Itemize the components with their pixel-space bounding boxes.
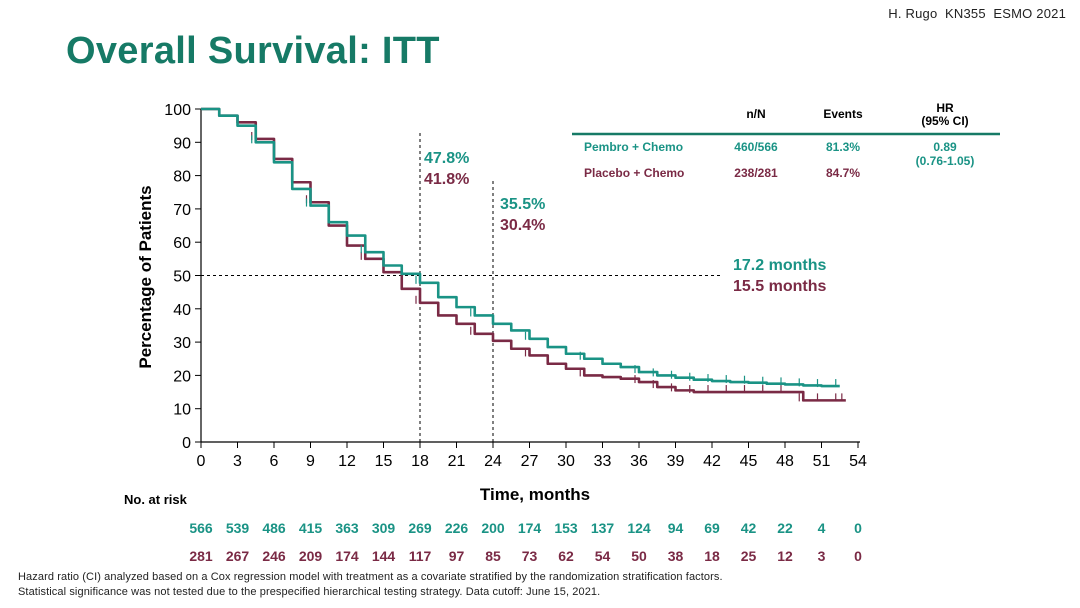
risk-value-placebo: 144 <box>372 548 396 564</box>
risk-value-pembro: 22 <box>777 520 793 536</box>
risk-value-placebo: 62 <box>558 548 574 564</box>
y-tick-label: 50 <box>173 269 191 286</box>
table-row-pembro-name: Pembro + Chemo <box>584 140 684 154</box>
x-axis-label: Time, months <box>479 485 591 504</box>
risk-value-pembro: 539 <box>226 520 250 536</box>
risk-value-pembro: 137 <box>591 520 615 536</box>
x-tick-label: 36 <box>630 453 648 470</box>
footnote-1: Hazard ratio (CI) analyzed based on a Co… <box>18 571 723 583</box>
y-tick-label: 40 <box>173 302 191 319</box>
risk-value-pembro: 269 <box>408 520 432 536</box>
risk-value-placebo: 117 <box>409 548 432 564</box>
annotation-18mo-pembro: 47.8% <box>424 150 470 167</box>
x-tick-label: 33 <box>594 453 612 470</box>
risk-value-pembro: 486 <box>262 520 286 536</box>
risk-value-placebo: 12 <box>777 548 793 564</box>
risk-value-placebo: 267 <box>226 548 250 564</box>
table-row-pembro-events: 81.3% <box>825 140 861 154</box>
risk-value-placebo: 3 <box>818 548 826 564</box>
y-tick-label: 20 <box>173 368 191 385</box>
table-row-placebo-nn: 238/281 <box>734 166 778 180</box>
x-tick-label: 24 <box>484 453 502 470</box>
risk-value-placebo: 85 <box>485 548 501 564</box>
y-tick-label: 70 <box>173 202 191 219</box>
risk-value-placebo: 0 <box>854 548 862 564</box>
risk-value-placebo: 73 <box>522 548 538 564</box>
risk-value-placebo: 25 <box>741 548 757 564</box>
y-tick-label: 80 <box>173 169 191 186</box>
risk-value-pembro: 153 <box>554 520 578 536</box>
table-row-placebo-name: Placebo + Chemo <box>584 166 685 180</box>
risk-value-pembro: 42 <box>741 520 757 536</box>
y-tick-label: 90 <box>173 135 191 152</box>
risk-value-pembro: 124 <box>627 520 651 536</box>
x-tick-label: 54 <box>849 453 867 470</box>
annotation-median-pembro: 17.2 months <box>733 257 827 274</box>
annotation-24mo-pembro: 35.5% <box>500 196 546 213</box>
x-tick-label: 0 <box>197 453 206 470</box>
x-tick-label: 12 <box>338 453 356 470</box>
x-tick-label: 18 <box>411 453 429 470</box>
slide-title: Overall Survival: ITT <box>66 30 440 72</box>
presenter-credit: H. Rugo KN355 ESMO 2021 <box>888 6 1066 21</box>
risk-value-pembro: 226 <box>445 520 469 536</box>
table-header-events: Events <box>823 107 863 121</box>
risk-value-pembro: 0 <box>854 520 862 536</box>
table-hr-value: 0.89 <box>933 140 957 154</box>
y-tick-label: 0 <box>182 435 191 452</box>
table-header-ci: (95% CI) <box>921 114 969 128</box>
risk-value-pembro: 94 <box>668 520 684 536</box>
risk-value-pembro: 363 <box>335 520 359 536</box>
y-tick-label: 60 <box>173 235 191 252</box>
y-tick-label: 30 <box>173 335 191 352</box>
risk-value-pembro: 200 <box>481 520 505 536</box>
risk-value-placebo: 246 <box>262 548 286 564</box>
x-tick-label: 45 <box>740 453 758 470</box>
series-line-pembro <box>201 107 840 388</box>
y-tick-label: 100 <box>164 102 191 119</box>
risk-value-pembro: 4 <box>818 520 826 536</box>
risk-value-pembro: 566 <box>189 520 213 536</box>
risk-value-placebo: 281 <box>189 548 213 564</box>
risk-value-placebo: 209 <box>299 548 323 564</box>
table-header-hr: HR <box>936 101 954 115</box>
x-tick-label: 3 <box>233 453 242 470</box>
risk-value-placebo: 97 <box>449 548 465 564</box>
x-tick-label: 42 <box>703 453 721 470</box>
table-header-nn: n/N <box>746 107 766 121</box>
x-tick-label: 48 <box>776 453 794 470</box>
series-line-placebo <box>201 107 846 402</box>
risk-value-placebo: 50 <box>631 548 647 564</box>
risk-value-placebo: 18 <box>704 548 720 564</box>
risk-value-pembro: 415 <box>299 520 323 536</box>
annotation-18mo-placebo: 41.8% <box>424 171 470 188</box>
x-tick-label: 9 <box>306 453 315 470</box>
table-row-placebo-events: 84.7% <box>825 166 861 180</box>
x-tick-label: 27 <box>521 453 539 470</box>
footnote-2: Statistical significance was not tested … <box>18 586 601 598</box>
y-tick-label: 10 <box>173 402 191 419</box>
risk-value-placebo: 38 <box>668 548 684 564</box>
risk-value-placebo: 54 <box>595 548 611 564</box>
annotation-median-placebo: 15.5 months <box>733 278 827 295</box>
table-ci-value: (0.76-1.05) <box>915 154 975 168</box>
annotation-24mo-placebo: 30.4% <box>500 217 546 234</box>
x-tick-label: 6 <box>270 453 279 470</box>
risk-value-placebo: 174 <box>335 548 359 564</box>
table-row-pembro-nn: 460/566 <box>734 140 778 154</box>
risk-value-pembro: 309 <box>372 520 396 536</box>
x-tick-label: 51 <box>813 453 831 470</box>
x-tick-label: 30 <box>557 453 575 470</box>
x-tick-label: 21 <box>448 453 466 470</box>
risk-value-pembro: 174 <box>518 520 542 536</box>
risk-table-label: No. at risk <box>124 492 187 507</box>
x-tick-label: 39 <box>667 453 685 470</box>
y-axis-label: Percentage of Patients <box>136 185 155 369</box>
x-tick-label: 15 <box>375 453 393 470</box>
risk-value-pembro: 69 <box>704 520 720 536</box>
